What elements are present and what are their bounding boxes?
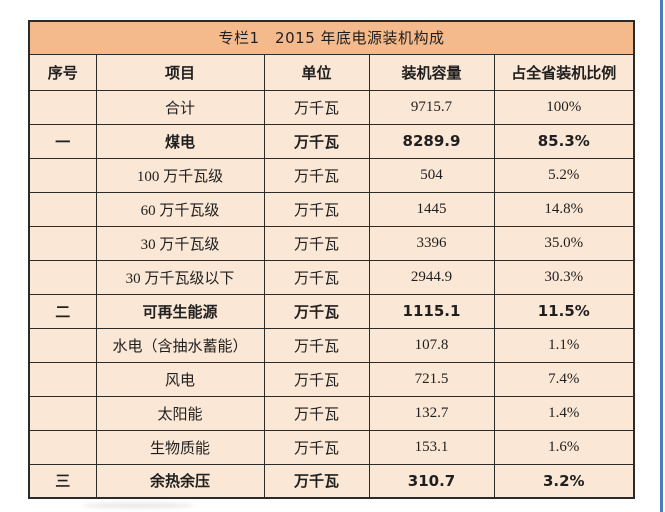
row-capacity-cell: 1445 [368, 191, 495, 227]
row-capacity-cell: 2944.9 [368, 259, 495, 295]
row-no-cell [28, 395, 97, 431]
capacity-table: 专栏1 2015 年底电源装机构成 序号 项目 单位 装机容量 占全省装机比例 合计 万千… [28, 20, 636, 499]
table-row: 水电（含抽水蓄能） 万千瓦 107.8 1.1% [28, 327, 635, 363]
row-item-cell: 30 万千瓦级 [95, 225, 265, 261]
table-header-row: 序号 项目 单位 装机容量 占全省装机比例 [28, 53, 635, 91]
row-item-cell: 生物质能 [95, 429, 265, 465]
table-row: 风电 万千瓦 721.5 7.4% [28, 361, 635, 397]
table-row: 60 万千瓦级 万千瓦 1445 14.8% [28, 191, 635, 227]
row-no-cell [28, 327, 97, 363]
window-edge-line [660, 0, 663, 512]
column-header: 序号 [28, 53, 97, 91]
row-unit-cell: 万千瓦 [263, 463, 370, 499]
row-item-cell: 合计 [95, 89, 265, 125]
row-share-cell: 1.1% [493, 327, 635, 363]
row-no-cell [28, 429, 97, 465]
row-unit-cell: 万千瓦 [263, 89, 370, 125]
row-capacity-cell: 721.5 [368, 361, 495, 397]
row-item-cell: 煤电 [95, 123, 265, 159]
row-item-cell: 水电（含抽水蓄能） [95, 327, 265, 363]
row-capacity-cell: 310.7 [368, 463, 495, 499]
row-share-cell: 85.3% [493, 123, 635, 159]
row-share-cell: 30.3% [493, 259, 635, 295]
table-row: 30 万千瓦级 万千瓦 3396 35.0% [28, 225, 635, 261]
row-capacity-cell: 8289.9 [368, 123, 495, 159]
row-unit-cell: 万千瓦 [263, 327, 370, 363]
row-share-cell: 1.6% [493, 429, 635, 465]
row-unit-cell: 万千瓦 [263, 293, 370, 329]
table-row: 100 万千瓦级 万千瓦 504 5.2% [28, 157, 635, 193]
row-capacity-cell: 9715.7 [368, 89, 495, 125]
row-unit-cell: 万千瓦 [263, 429, 370, 465]
row-capacity-cell: 107.8 [368, 327, 495, 363]
table-row: 生物质能 万千瓦 153.1 1.6% [28, 429, 635, 465]
row-no-cell [28, 225, 97, 261]
row-share-cell: 100% [493, 89, 635, 125]
row-no-cell: 三 [28, 463, 97, 499]
table-row: 一煤电 万千瓦 8289.9 85.3% [28, 123, 635, 159]
row-share-cell: 3.2% [493, 463, 635, 499]
page-smudge [82, 503, 194, 508]
row-no-cell [28, 191, 97, 227]
row-unit-cell: 万千瓦 [263, 225, 370, 261]
row-capacity-cell: 1115.1 [368, 293, 495, 329]
column-header: 装机容量 [368, 53, 495, 91]
table-row: 30 万千瓦级以下 万千瓦 2944.9 30.3% [28, 259, 635, 295]
table-row: 二可再生能源 万千瓦 1115.1 11.5% [28, 293, 635, 329]
row-item-cell: 30 万千瓦级以下 [95, 259, 265, 295]
row-unit-cell: 万千瓦 [263, 123, 370, 159]
row-no-cell [28, 361, 97, 397]
row-item-cell: 可再生能源 [95, 293, 265, 329]
row-unit-cell: 万千瓦 [263, 157, 370, 193]
row-capacity-cell: 504 [368, 157, 495, 193]
row-capacity-cell: 3396 [368, 225, 495, 261]
table-row: 三余热余压 万千瓦 310.7 3.2% [28, 463, 635, 499]
column-header: 单位 [263, 53, 370, 91]
row-item-cell: 风电 [95, 361, 265, 397]
table-row: 合计 万千瓦 9715.7 100% [28, 89, 635, 125]
row-share-cell: 1.4% [493, 395, 635, 431]
row-unit-cell: 万千瓦 [263, 361, 370, 397]
row-item-cell: 太阳能 [95, 395, 265, 431]
row-unit-cell: 万千瓦 [263, 259, 370, 295]
row-item-cell: 60 万千瓦级 [95, 191, 265, 227]
table-title-row: 专栏1 2015 年底电源装机构成 [28, 20, 635, 55]
column-header: 占全省装机比例 [493, 53, 635, 91]
row-no-cell [28, 157, 97, 193]
row-item-cell: 余热余压 [95, 463, 265, 499]
table-title: 专栏1 2015 年底电源装机构成 [28, 20, 635, 55]
row-share-cell: 7.4% [493, 361, 635, 397]
row-no-cell: 二 [28, 293, 97, 329]
row-unit-cell: 万千瓦 [263, 191, 370, 227]
row-unit-cell: 万千瓦 [263, 395, 370, 431]
row-share-cell: 11.5% [493, 293, 635, 329]
row-share-cell: 5.2% [493, 157, 635, 193]
row-no-cell [28, 89, 97, 125]
row-capacity-cell: 153.1 [368, 429, 495, 465]
row-capacity-cell: 132.7 [368, 395, 495, 431]
row-item-cell: 100 万千瓦级 [95, 157, 265, 193]
row-no-cell [28, 259, 97, 295]
table-row: 太阳能 万千瓦 132.7 1.4% [28, 395, 635, 431]
row-share-cell: 14.8% [493, 191, 635, 227]
column-header: 项目 [95, 53, 265, 91]
row-share-cell: 35.0% [493, 225, 635, 261]
table-body: 合计 万千瓦 9715.7 100% 一煤电 万千瓦 8289.9 85.3% 100 万千瓦级… [28, 89, 635, 499]
capacity-table-container: 专栏1 2015 年底电源装机构成 序号 项目 单位 装机容量 占全省装机比例 合计 万千… [28, 20, 636, 499]
row-no-cell: 一 [28, 123, 97, 159]
